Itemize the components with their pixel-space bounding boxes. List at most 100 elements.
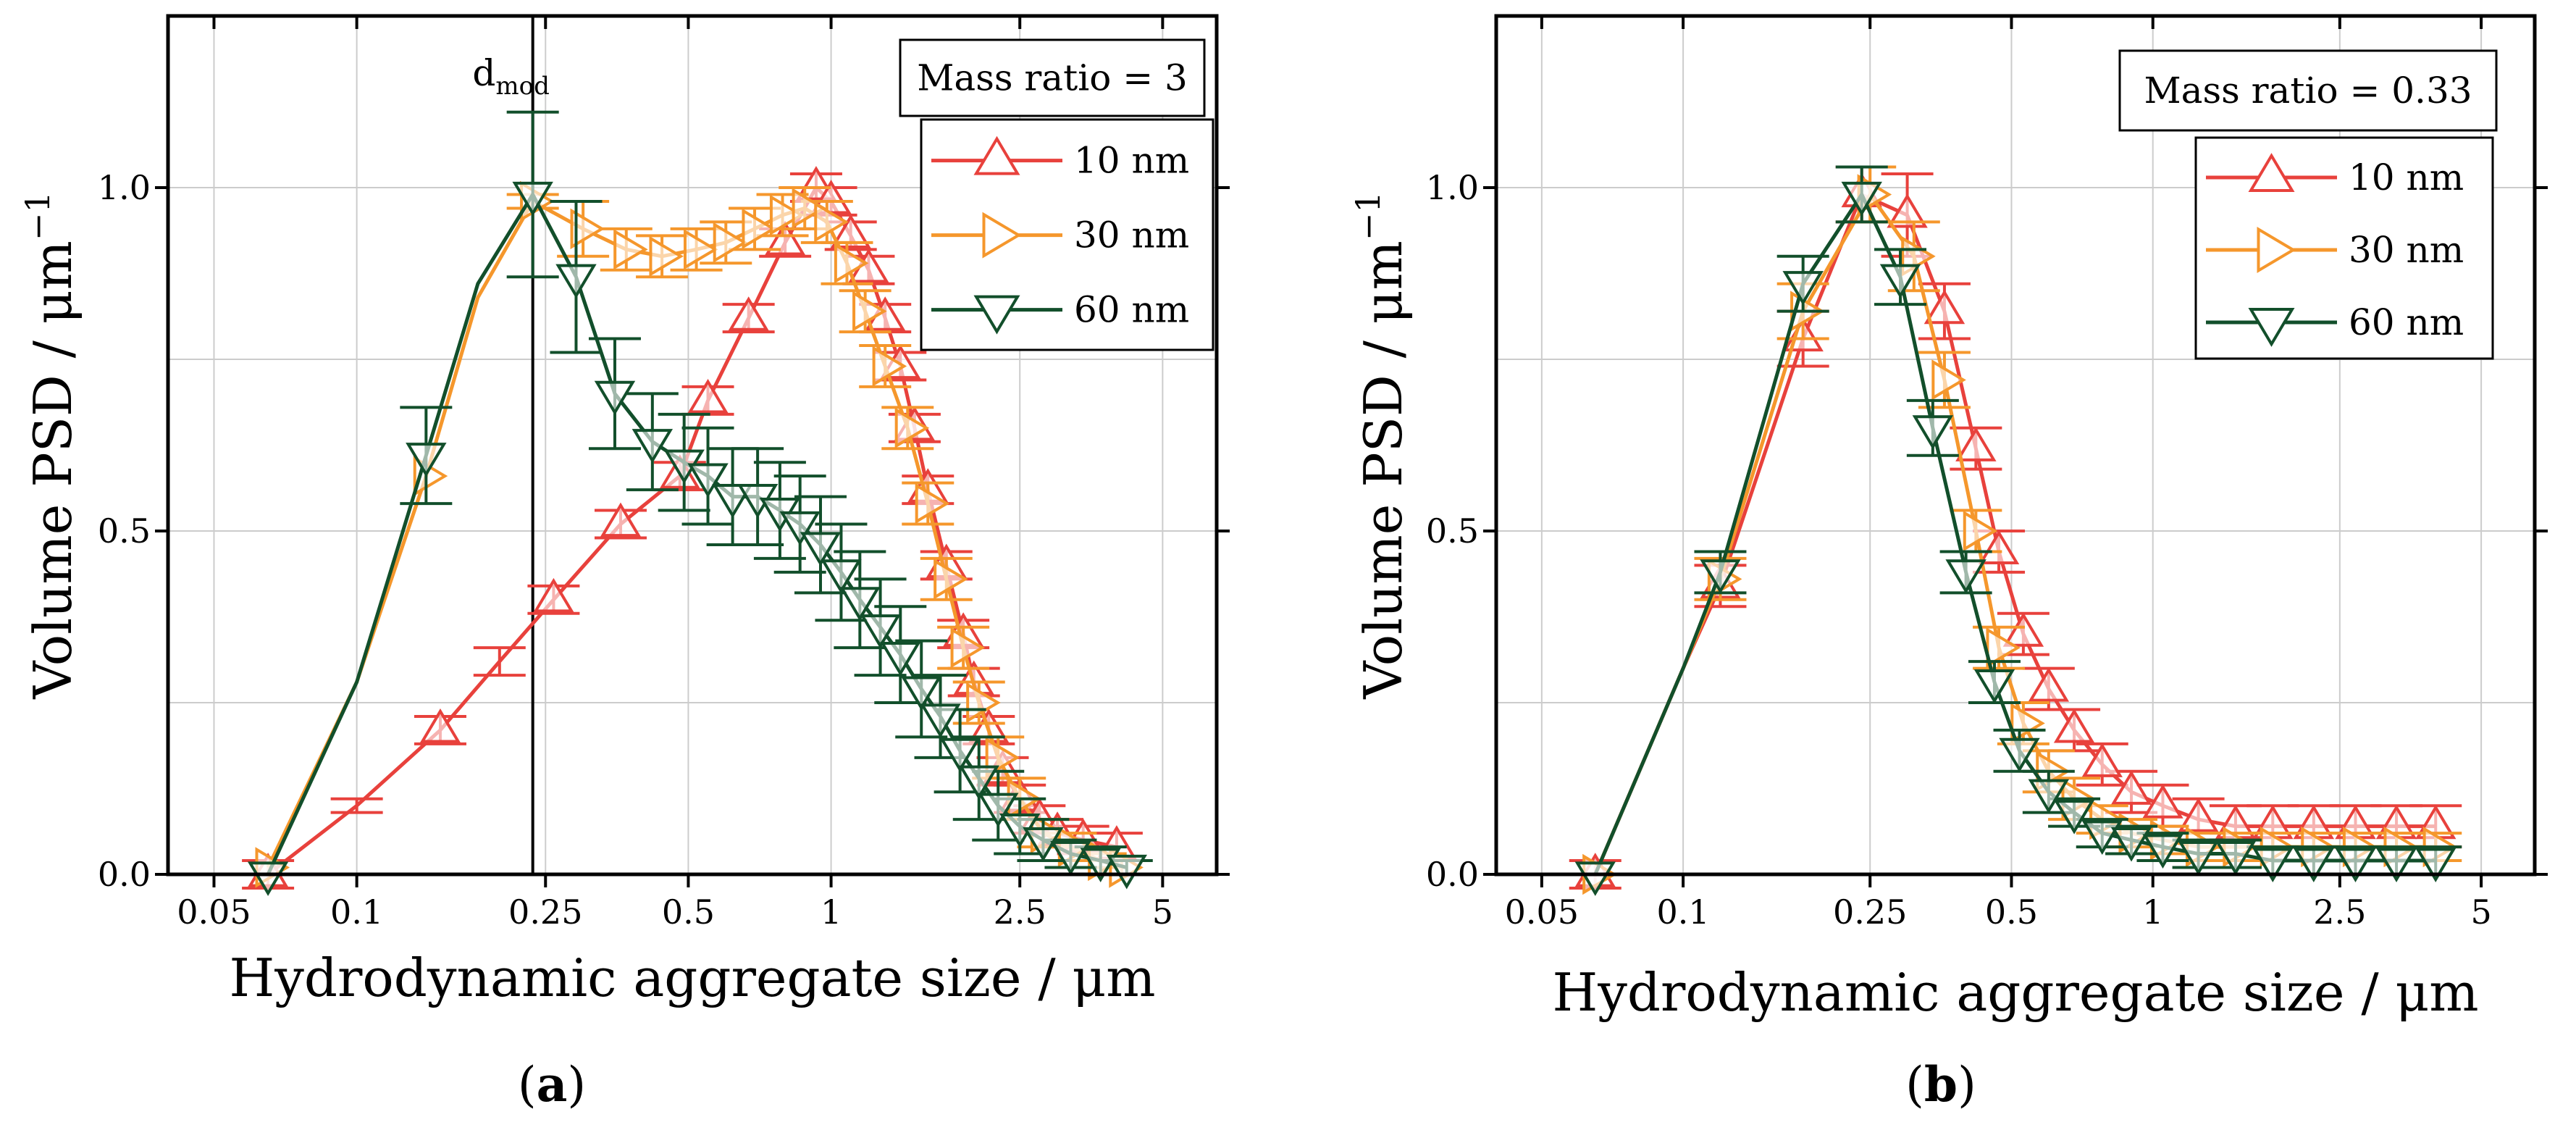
data-point xyxy=(814,201,849,243)
data-point xyxy=(839,587,881,622)
legend-label: 10 nm xyxy=(1074,140,1189,182)
data-point xyxy=(570,208,605,250)
data-point xyxy=(2081,820,2123,856)
y-tick-label: 0.5 xyxy=(1426,511,1479,551)
y-tick-label: 0.0 xyxy=(1426,855,1479,894)
data-point xyxy=(1999,737,2040,773)
legend-marker xyxy=(973,295,1020,335)
data-point xyxy=(834,243,869,284)
y-axis-title: Volume PSD / μm−1 xyxy=(1348,191,1414,699)
data-point xyxy=(555,264,597,299)
data-point xyxy=(966,682,1001,724)
panel-b-chart: 0.05 0.1 0.25 0.5 1 2.5 5 0.0 0.5 1.0 Hydrodynamic… xyxy=(1348,14,2548,1023)
data-point xyxy=(2142,784,2183,819)
data-point xyxy=(594,380,636,416)
data-point xyxy=(728,296,769,331)
data-point xyxy=(1963,510,1998,552)
data-point xyxy=(852,290,887,332)
data-point xyxy=(915,482,950,524)
x-tick-label: 0.5 xyxy=(1985,892,2038,932)
legend-label: 60 nm xyxy=(1074,289,1189,331)
data-point xyxy=(860,614,901,649)
series-60-nm xyxy=(247,110,1153,896)
data-point xyxy=(687,378,729,414)
data-point xyxy=(1973,669,2015,704)
data-point xyxy=(2053,800,2095,835)
data-point xyxy=(764,220,806,256)
legend-label: 60 nm xyxy=(2349,301,2464,343)
data-point xyxy=(1955,427,1997,461)
legend-label: 30 nm xyxy=(2349,229,2464,271)
x-tick-label: 0.25 xyxy=(508,892,582,932)
data-point xyxy=(2215,840,2257,876)
data-point xyxy=(632,429,674,464)
data-point xyxy=(2335,848,2376,882)
data-point xyxy=(939,737,981,773)
data-point xyxy=(247,861,289,896)
data-point xyxy=(1887,193,1928,228)
legend: 10 nm 30 nm 60 nm xyxy=(2194,136,2494,360)
data-point xyxy=(2053,708,2095,743)
panel-label-a: (a) xyxy=(518,1056,586,1113)
data-point xyxy=(2142,834,2183,869)
data-point xyxy=(712,484,753,519)
x-tick-label: 2.5 xyxy=(994,892,1046,932)
data-point xyxy=(1923,289,1965,325)
x-tick-label: 1 xyxy=(2142,892,2163,932)
x-axis-title: Hydrodynamic aggregate size / μm xyxy=(229,948,1155,1008)
y-tick-label: 1.0 xyxy=(1426,168,1479,207)
data-point xyxy=(1841,181,1882,217)
plot-frame xyxy=(1494,14,2537,877)
data-point xyxy=(2293,848,2335,882)
data-point xyxy=(894,407,930,449)
data-point xyxy=(769,194,805,236)
data-point xyxy=(830,214,871,248)
data-point xyxy=(800,532,842,566)
x-tick-label: 5 xyxy=(2470,892,2491,932)
data-point xyxy=(872,346,907,387)
data-point xyxy=(1986,627,2021,669)
data-point xyxy=(978,792,1019,828)
legend-marker xyxy=(2248,308,2295,347)
data-point xyxy=(1700,559,1741,594)
data-point xyxy=(2028,667,2070,702)
data-point xyxy=(792,188,827,229)
panel-label-b: (b) xyxy=(1905,1056,1976,1113)
x-axis-title: Hydrodynamic aggregate size / μm xyxy=(1552,962,2478,1023)
annotation-text: Mass ratio = 3 xyxy=(917,57,1188,99)
data-point xyxy=(512,181,553,217)
data-point xyxy=(1106,854,1147,890)
data-point xyxy=(742,208,776,250)
data-point xyxy=(920,703,961,738)
data-point xyxy=(821,559,862,594)
data-point xyxy=(1879,264,1921,299)
x-tick-label: 0.05 xyxy=(1505,892,1579,932)
data-point xyxy=(1931,359,1966,401)
data-point xyxy=(1050,840,1091,876)
x-tick-label: 0.25 xyxy=(1833,892,1907,932)
y-axis-title: Volume PSD / μm−1 xyxy=(18,191,83,699)
data-point xyxy=(649,235,684,277)
data-point xyxy=(533,577,574,613)
y-tick-label: 0.0 xyxy=(98,855,151,894)
data-point xyxy=(1978,530,2020,565)
data-point xyxy=(406,443,447,477)
x-tick-label: 0.05 xyxy=(177,892,251,932)
y-tick-label: 1.0 xyxy=(98,168,151,207)
legend-marker xyxy=(982,212,1022,259)
data-point xyxy=(934,559,968,600)
data-point xyxy=(2178,840,2219,876)
x-tick-label: 2.5 xyxy=(2313,892,2366,932)
data-point xyxy=(2081,743,2123,777)
legend: 10 nm 30 nm 60 nm xyxy=(920,118,1214,351)
data-point xyxy=(950,627,986,669)
annotation-box xyxy=(899,38,1206,117)
data-point xyxy=(880,642,921,677)
annotation-text: Mass ratio = 0.33 xyxy=(2144,70,2472,112)
data-point xyxy=(958,765,999,800)
data-point xyxy=(901,676,942,711)
x-tick-label: 1 xyxy=(821,892,842,932)
data-point xyxy=(2002,612,2044,647)
data-point xyxy=(779,511,821,546)
